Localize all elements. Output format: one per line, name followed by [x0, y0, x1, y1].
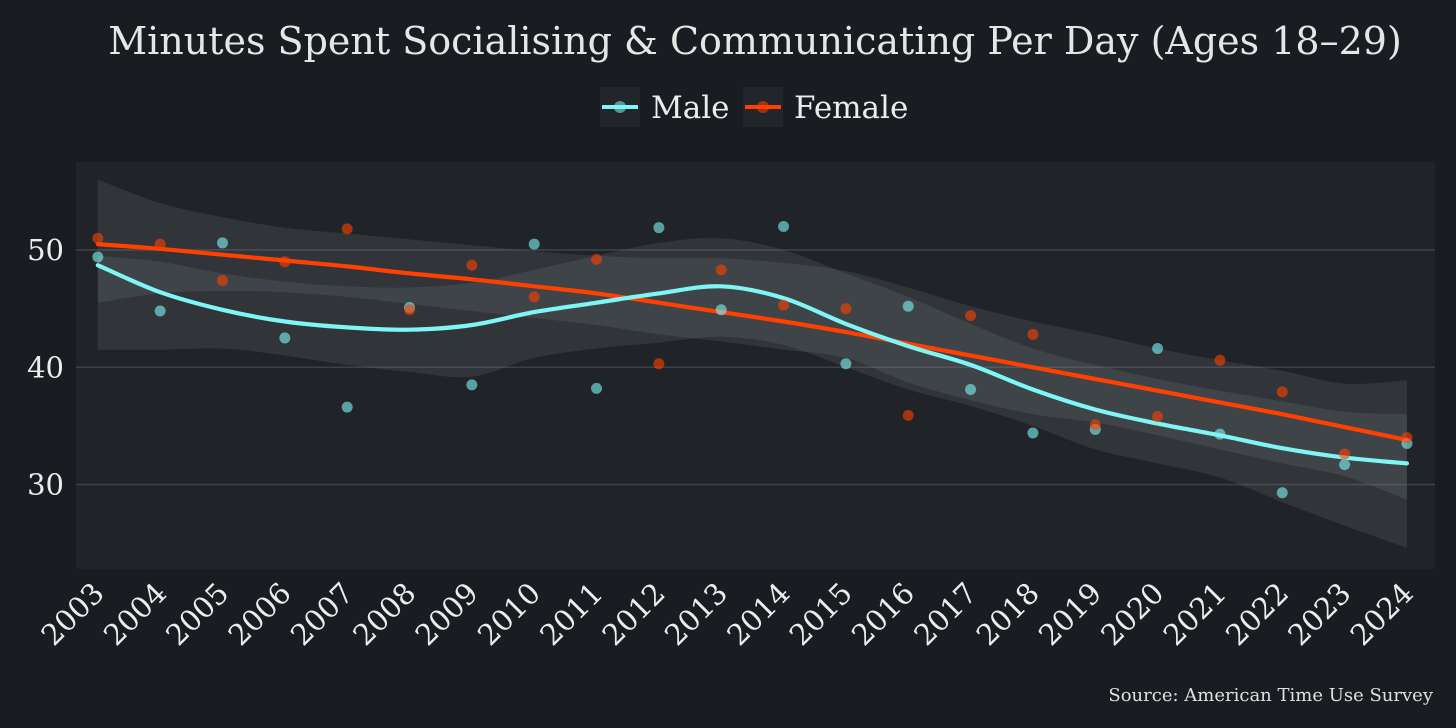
point-female-2015: [840, 303, 852, 315]
point-male-2005: [216, 237, 228, 249]
y-axis: 30 40 50: [27, 233, 64, 502]
point-male-2003: [92, 251, 104, 263]
gridlines: [76, 249, 1435, 486]
point-female-2024: [1401, 432, 1413, 444]
point-female-2005: [216, 274, 228, 286]
point-male-2015: [840, 358, 852, 370]
point-male-2006: [279, 332, 291, 344]
point-female-2021: [1214, 354, 1226, 366]
point-male-2013: [715, 304, 727, 316]
y-tick-label-30: 30: [27, 468, 64, 502]
point-male-2021: [1214, 428, 1226, 440]
point-female-2007: [341, 223, 353, 235]
point-female-2011: [591, 253, 603, 265]
legend-marker-female: [757, 101, 769, 113]
point-female-2023: [1339, 448, 1351, 460]
point-female-2004: [154, 238, 166, 250]
confidence-band-female: [97, 179, 1407, 500]
point-female-2020: [1152, 411, 1164, 423]
point-female-2022: [1276, 386, 1288, 398]
point-female-2008: [404, 304, 416, 316]
trend-lines: [95, 242, 1409, 466]
point-male-2011: [591, 382, 603, 394]
point-female-2012: [653, 358, 665, 370]
point-male-2009: [466, 379, 478, 391]
point-female-2016: [902, 409, 914, 421]
point-female-2006: [279, 256, 291, 268]
legend-label-male: Male: [651, 90, 729, 126]
confidence-band-male: [97, 237, 1407, 548]
legend: Male Female: [600, 87, 908, 127]
legend-marker-male: [614, 101, 626, 113]
y-tick-label-40: 40: [27, 350, 64, 384]
source-caption: Source: American Time Use Survey: [1108, 685, 1433, 706]
point-female-2017: [965, 310, 977, 322]
chart-title: Minutes Spent Socialising & Communicatin…: [108, 19, 1402, 63]
confidence-bands: [97, 179, 1407, 548]
point-male-2012: [653, 222, 665, 234]
trend-line-female: [95, 242, 1409, 443]
point-male-2020: [1152, 342, 1164, 354]
point-male-2022: [1276, 487, 1288, 499]
point-male-2023: [1339, 459, 1351, 471]
point-female-2009: [466, 259, 478, 271]
point-male-2016: [902, 300, 914, 312]
point-male-2004: [154, 305, 166, 317]
y-tick-label-50: 50: [27, 233, 64, 267]
trend-line-male: [95, 263, 1409, 466]
point-male-2010: [528, 238, 540, 250]
point-male-2014: [778, 221, 790, 233]
legend-label-female: Female: [794, 90, 908, 126]
point-male-2017: [965, 384, 977, 396]
point-male-2018: [1027, 427, 1039, 439]
point-male-2007: [341, 401, 353, 413]
plot-panel: [76, 162, 1435, 569]
point-female-2018: [1027, 328, 1039, 340]
data-points: [92, 221, 1413, 499]
point-female-2010: [528, 291, 540, 303]
point-female-2019: [1089, 419, 1101, 431]
point-female-2013: [715, 264, 727, 276]
point-female-2014: [778, 299, 790, 311]
point-female-2003: [92, 232, 104, 244]
